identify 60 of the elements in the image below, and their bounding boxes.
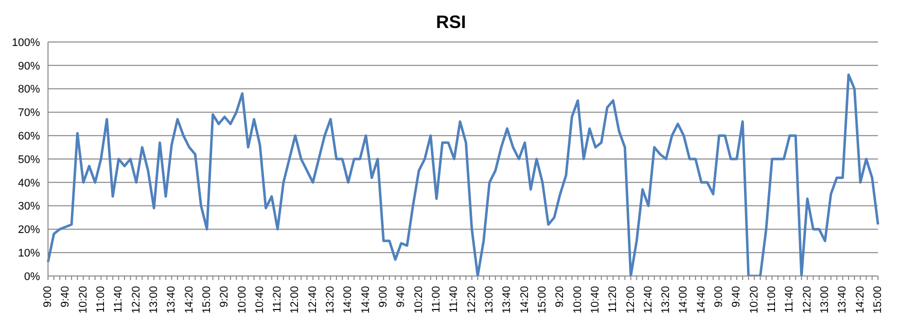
x-tick-label: 9:20 [218, 286, 231, 308]
y-tick-label: 70% [18, 107, 40, 120]
x-tick-label: 10:00 [572, 286, 584, 314]
x-tick-label: 13:40 [501, 286, 514, 314]
x-tick-label: 12:20 [801, 286, 814, 314]
x-tick-label: 9:40 [395, 286, 408, 308]
x-tick-label: 9:40 [60, 286, 72, 308]
x-tick-label: 14:40 [695, 286, 708, 314]
x-tick-label: 14:20 [854, 286, 866, 314]
x-tick-label: 14:20 [518, 286, 531, 314]
x-tick-label: 13:00 [483, 286, 496, 314]
x-tick-label: 9:00 [42, 286, 54, 308]
x-tick-label: 13:20 [660, 286, 672, 314]
x-tick-label: 12:40 [306, 286, 319, 314]
y-tick-label: 50% [18, 154, 40, 166]
x-tick-label: 12:40 [642, 286, 654, 314]
y-tick-label: 30% [18, 200, 40, 213]
x-tick-label: 9:00 [713, 286, 726, 308]
x-tick-label: 10:40 [254, 286, 266, 314]
y-tick-label: 40% [18, 177, 40, 190]
y-tick-label: 0% [24, 270, 40, 283]
x-tick-label: 11:00 [430, 286, 443, 313]
x-tick-label: 12:00 [624, 286, 637, 314]
chart-title: RSI [434, 12, 467, 33]
x-tick-label: 13:40 [166, 286, 178, 314]
x-tick-label: 12:00 [289, 286, 302, 314]
x-tick-label: 9:00 [378, 286, 390, 308]
x-tick-label: 15:00 [872, 286, 884, 314]
x-tick-label: 11:00 [94, 286, 107, 313]
y-tick-label: 100% [12, 36, 40, 49]
x-tick-label: 14:00 [678, 286, 690, 314]
x-tick-label: 10:20 [412, 286, 425, 314]
x-tick-label: 11:40 [112, 286, 125, 313]
x-tick-label: 9:20 [554, 286, 566, 308]
y-tick-label: 80% [18, 84, 40, 96]
y-tick-label: 20% [18, 224, 40, 236]
x-tick-label: 10:20 [748, 286, 760, 314]
x-tick-label: 15:00 [536, 286, 548, 314]
x-tick-label: 11:00 [766, 286, 778, 313]
x-tick-label: 11:20 [607, 286, 620, 313]
x-tick-label: 13:20 [324, 286, 337, 314]
x-tick-label: 10:20 [77, 286, 90, 314]
x-tick-label: 9:40 [730, 286, 743, 308]
x-tick-label: 15:00 [200, 286, 213, 314]
x-tick-label: 14:20 [183, 286, 196, 314]
x-tick-label: 14:40 [360, 286, 372, 314]
x-tick-label: 13:00 [819, 286, 832, 314]
x-tick-label: 10:40 [589, 286, 602, 314]
x-tick-label: 11:40 [448, 286, 460, 313]
x-tick-label: 10:00 [236, 286, 248, 314]
x-tick-label: 12:20 [466, 286, 478, 314]
x-tick-label: 11:20 [272, 286, 284, 313]
x-tick-label: 13:00 [148, 286, 160, 314]
y-tick-label: 10% [18, 248, 40, 260]
x-tick-label: 11:40 [784, 286, 796, 313]
y-tick-label: 90% [18, 60, 40, 72]
x-tick-label: 12:20 [130, 286, 142, 314]
x-tick-label: 13:40 [836, 286, 849, 314]
y-tick-label: 60% [18, 130, 40, 143]
x-tick-label: 14:00 [342, 286, 354, 314]
